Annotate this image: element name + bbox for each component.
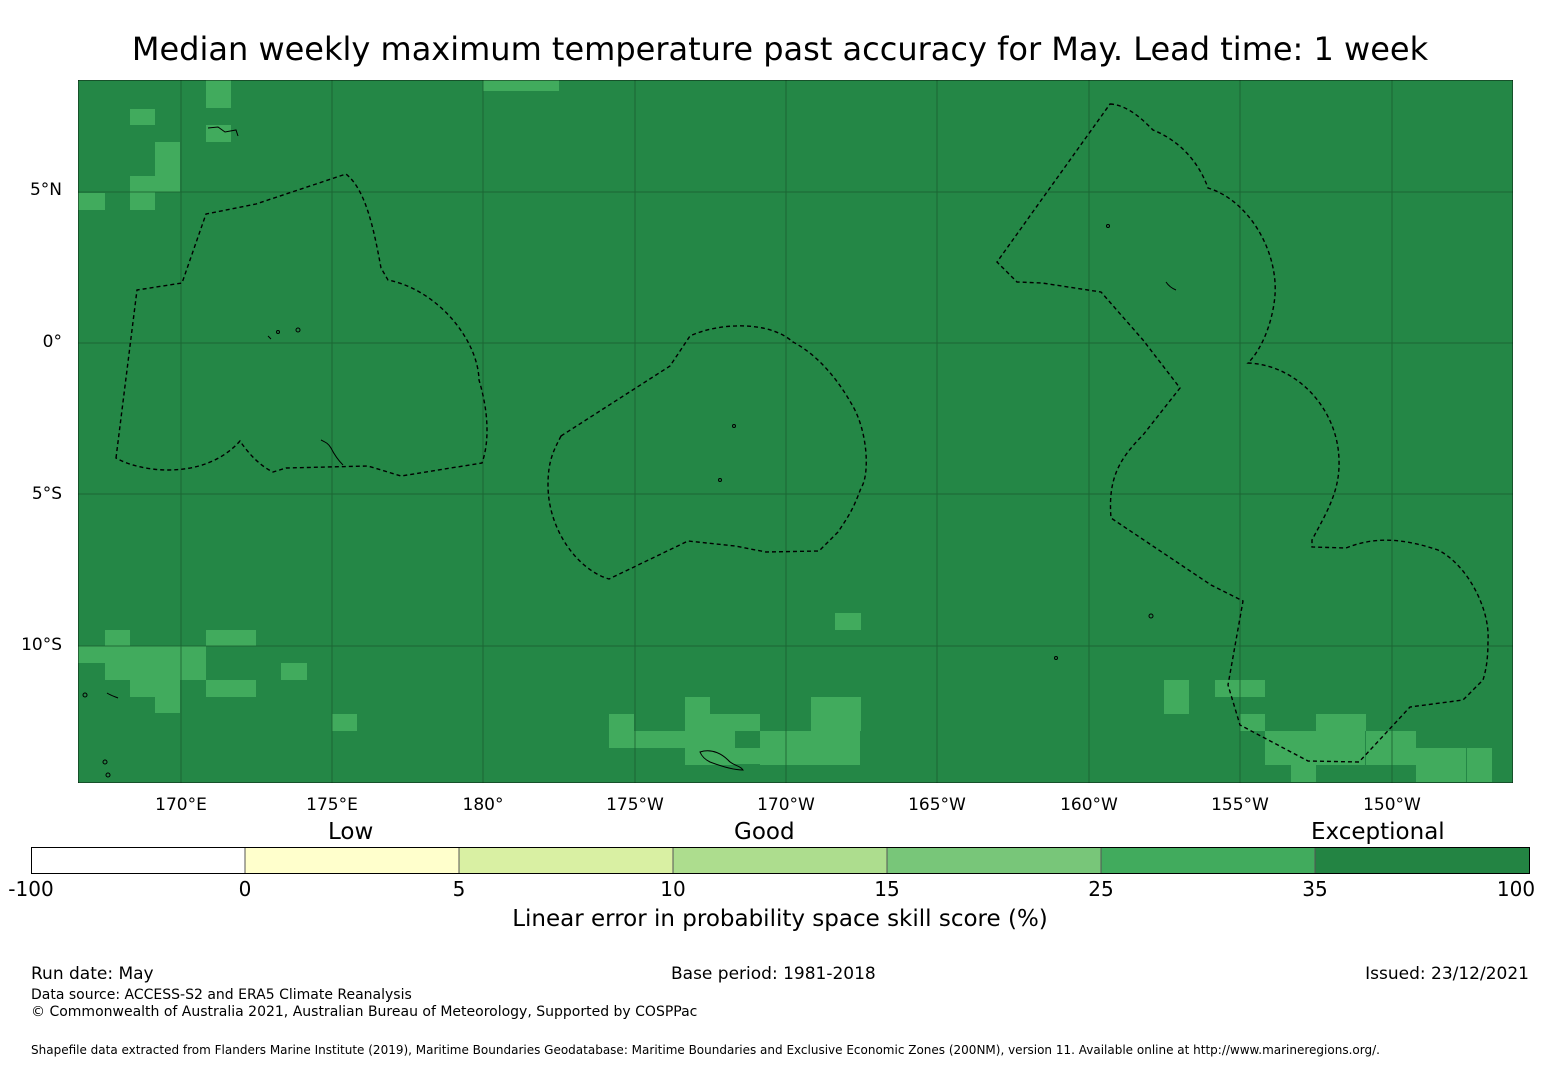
map-title: Median weekly maximum temperature past a… bbox=[131, 30, 1429, 68]
eez-kiribati-line bbox=[996, 103, 1489, 763]
lon-label-170w: 170°W bbox=[757, 795, 815, 815]
colorbar-swatch-5 bbox=[887, 847, 1101, 874]
skill-cells-lighter bbox=[78, 80, 1492, 782]
colorbar-category-low: Low bbox=[328, 819, 374, 845]
colorbar-category-exceptional: Exceptional bbox=[1311, 819, 1445, 845]
base-period: Base period: 1981-2018 bbox=[671, 964, 876, 984]
lon-label-160w: 160°W bbox=[1060, 795, 1118, 815]
colorbar-tick-100: 100 bbox=[1496, 877, 1536, 901]
coastlines bbox=[82, 126, 1177, 778]
colorbar-swatch-6 bbox=[1101, 847, 1315, 874]
lon-label-170e: 170°E bbox=[155, 795, 207, 815]
lat-label-5n: 5°N bbox=[29, 180, 62, 200]
lat-label-0: 0° bbox=[42, 332, 62, 352]
map-panel bbox=[78, 80, 1513, 783]
colorbar-label: Linear error in probability space skill … bbox=[512, 906, 1048, 932]
lon-label-175e: 175°E bbox=[306, 795, 358, 815]
colorbar-tick-minus100: -100 bbox=[8, 877, 54, 901]
lon-label-180: 180° bbox=[462, 795, 504, 815]
run-date: Run date: May bbox=[31, 964, 154, 984]
copyright: © Commonwealth of Australia 2021, Austra… bbox=[31, 1004, 698, 1020]
colorbar-tick-35: 35 bbox=[1302, 877, 1328, 901]
lon-label-165w: 165°W bbox=[908, 795, 966, 815]
data-source: Data source: ACCESS-S2 and ERA5 Climate … bbox=[31, 987, 412, 1003]
colorbar-tick-10: 10 bbox=[660, 877, 686, 901]
lon-label-150w: 150°W bbox=[1363, 795, 1421, 815]
lon-label-155w: 155°W bbox=[1211, 795, 1269, 815]
colorbar-category-good: Good bbox=[734, 819, 795, 845]
colorbar-tick-0: 0 bbox=[238, 877, 252, 901]
colorbar bbox=[31, 847, 1530, 874]
colorbar-swatch-4 bbox=[673, 847, 887, 874]
colorbar-swatch-2 bbox=[245, 847, 459, 874]
map-background bbox=[78, 80, 1513, 783]
eez-tokelau-phoenix bbox=[547, 325, 867, 580]
colorbar-swatch-3 bbox=[459, 847, 673, 874]
lon-label-175w: 175°W bbox=[606, 795, 664, 815]
lat-label-5s: 5°S bbox=[31, 484, 62, 504]
eez-boundaries bbox=[115, 103, 1489, 763]
shapefile-note: Shapefile data extracted from Flanders M… bbox=[31, 1043, 1380, 1057]
colorbar-swatch-7 bbox=[1315, 847, 1530, 874]
colorbar-tick-25: 25 bbox=[1088, 877, 1114, 901]
colorbar-swatch-1 bbox=[31, 847, 245, 874]
eez-kiribati-gilbert bbox=[115, 173, 488, 477]
colorbar-tick-5: 5 bbox=[452, 877, 466, 901]
lat-label-10s: 10°S bbox=[21, 635, 62, 655]
colorbar-tick-15: 15 bbox=[874, 877, 900, 901]
issued-date: Issued: 23/12/2021 bbox=[1365, 964, 1529, 984]
